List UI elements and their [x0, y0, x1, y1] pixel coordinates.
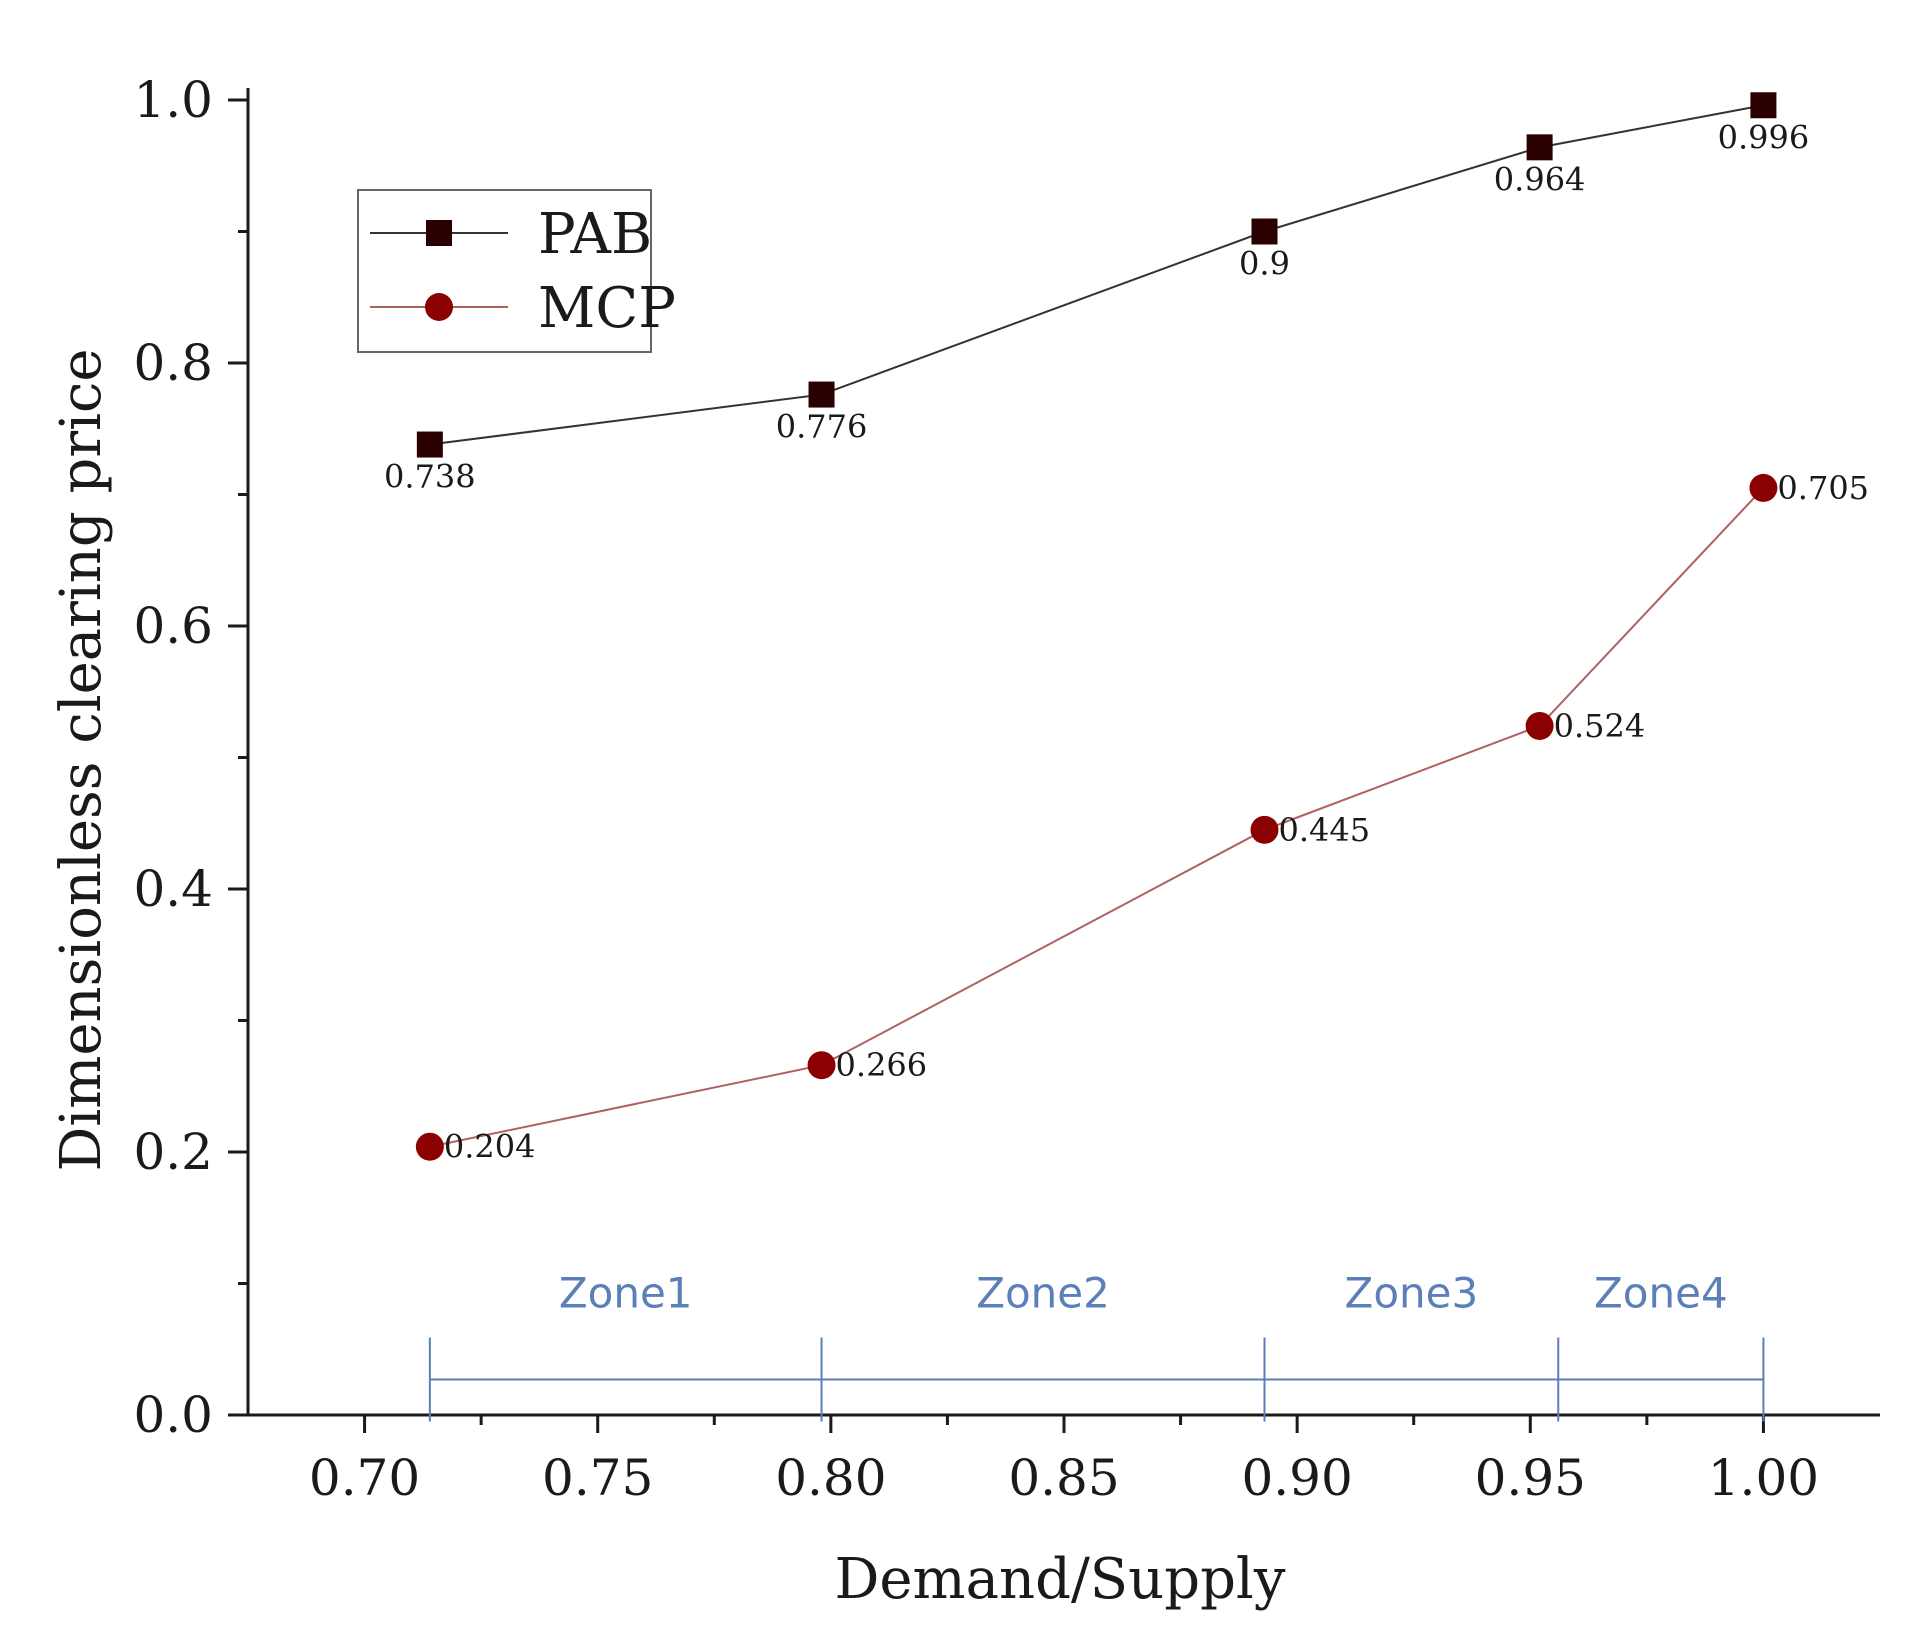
- data-label-pab: 0.996: [1718, 118, 1810, 156]
- data-point-pab: [1251, 218, 1278, 245]
- series-line-mcp: [429, 487, 1765, 1148]
- series: [415, 92, 1778, 1161]
- data-labels: 0.738 0.776 0.9 0.964 0.996 0.204 0.266 0.445 0.…: [384, 118, 1869, 1165]
- legend-label-pab: PAB: [538, 202, 652, 267]
- data-point-mcp: [415, 1132, 444, 1161]
- data-point-pab: [808, 381, 835, 408]
- axes: 0.0 0.2 0.4 0.6 0.8 1.0 0.70 0.75 0.80 0.85 0.90 0.…: [133, 71, 1880, 1507]
- x-tick-label: 0.70: [309, 1449, 420, 1507]
- data-label-mcp: 0.204: [444, 1128, 536, 1166]
- legend-box: [357, 189, 652, 353]
- legend-marker-pab: [426, 220, 452, 246]
- x-tick-label: 0.95: [1475, 1449, 1586, 1507]
- zone-label: Zone4: [1594, 1268, 1728, 1317]
- data-label-mcp: 0.266: [836, 1046, 928, 1084]
- data-label-mcp: 0.705: [1777, 469, 1869, 507]
- x-tick-label: 0.85: [1008, 1449, 1119, 1507]
- data-point-pab: [1526, 134, 1553, 161]
- y-tick-label: 0.4: [133, 860, 213, 918]
- x-tick-label: 0.90: [1241, 1449, 1352, 1507]
- data-point-pab: [1750, 92, 1777, 119]
- data-point-mcp: [1250, 815, 1279, 844]
- zones-annotation: Zone1 Zone2 Zone3 Zone4: [428, 1268, 1765, 1422]
- y-axis-title: Dimensionless clearing price: [49, 348, 114, 1171]
- data-point-mcp: [1525, 711, 1554, 740]
- legend-label-mcp: MCP: [538, 276, 676, 341]
- data-label-mcp: 0.445: [1279, 811, 1371, 849]
- y-tick-label: 0.0: [133, 1386, 213, 1444]
- data-point-mcp: [807, 1051, 836, 1080]
- y-tick-label: 0.2: [133, 1123, 213, 1181]
- data-label-pab: 0.9: [1239, 245, 1290, 283]
- zone-label: Zone2: [976, 1268, 1110, 1317]
- y-tick-label: 0.6: [133, 597, 213, 655]
- data-label-pab: 0.738: [384, 458, 476, 496]
- zone-label: Zone1: [559, 1268, 693, 1317]
- zone-label: Zone3: [1345, 1268, 1479, 1317]
- x-tick-label: 1.00: [1708, 1449, 1819, 1507]
- data-label-pab: 0.776: [776, 408, 868, 446]
- legend: PAB MCP: [357, 189, 676, 353]
- data-label-mcp: 0.524: [1554, 707, 1646, 745]
- x-tick-label: 0.80: [775, 1449, 886, 1507]
- y-tick-label: 0.8: [133, 334, 213, 392]
- x-tick-label: 0.75: [542, 1449, 653, 1507]
- y-tick-label: 1.0: [133, 71, 213, 129]
- data-label-pab: 0.964: [1494, 160, 1586, 198]
- data-point-mcp: [1749, 473, 1778, 502]
- x-axis-title: Demand/Supply: [835, 1547, 1286, 1612]
- legend-marker-mcp: [425, 293, 453, 321]
- data-point-pab: [416, 431, 443, 458]
